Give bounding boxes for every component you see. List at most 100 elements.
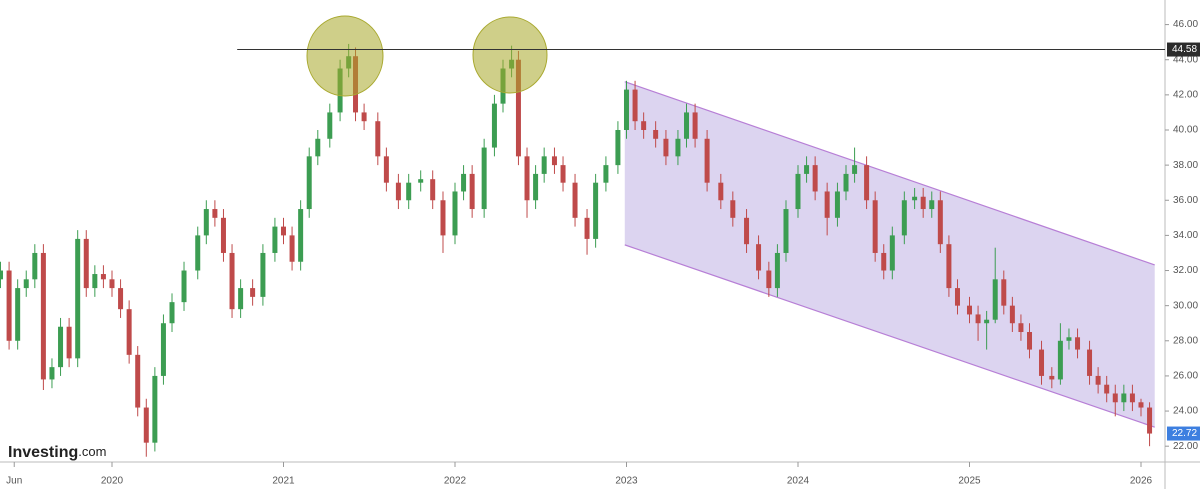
candle-body	[864, 165, 870, 201]
y-tick-label: 28.00	[1173, 335, 1198, 346]
candle-body	[169, 302, 175, 324]
candle-body	[572, 182, 578, 218]
candle-body	[418, 179, 424, 183]
candle-body	[143, 407, 149, 443]
highlight-ellipse	[306, 15, 384, 97]
candle-body	[1057, 340, 1063, 380]
candle-body	[533, 173, 539, 201]
candle-body	[954, 288, 960, 306]
candle-body	[58, 326, 64, 368]
candle-body	[1112, 393, 1118, 403]
candle-body	[229, 252, 235, 310]
candle-body	[203, 209, 209, 236]
candle-body	[1039, 349, 1045, 376]
x-tick-label: 2023	[615, 476, 638, 487]
candle-body	[515, 59, 521, 157]
candle-body	[92, 274, 98, 289]
y-tick-label: 30.00	[1173, 300, 1198, 311]
candle-body	[440, 200, 446, 236]
candle-body	[126, 309, 132, 355]
candle-body	[280, 226, 286, 236]
candle-body	[551, 156, 557, 166]
front-layer: 44.58 22.72	[237, 42, 1200, 441]
candle-body	[250, 288, 256, 297]
candle-body	[181, 270, 187, 303]
candle-body	[23, 279, 29, 289]
candle-body	[461, 173, 467, 192]
candle-body	[6, 270, 12, 341]
candle-body	[541, 156, 547, 174]
candle-body	[395, 182, 401, 201]
candle-body	[32, 252, 38, 280]
candle-body	[593, 182, 599, 239]
candle-body	[1129, 393, 1135, 403]
candle-body	[1066, 337, 1072, 341]
candle-body	[383, 156, 389, 183]
candle-body	[975, 314, 981, 324]
candle-body	[901, 200, 907, 236]
candle-body	[1138, 402, 1144, 408]
y-tick-label: 36.00	[1173, 195, 1198, 206]
logo-brand: Investing	[8, 444, 78, 461]
candle-body	[692, 112, 698, 139]
candle-body	[315, 138, 321, 157]
candle-body	[946, 244, 952, 289]
candle-body	[684, 112, 690, 139]
candle-body	[212, 209, 218, 218]
resistance-label: 44.58	[1172, 44, 1197, 55]
candle-body	[406, 182, 412, 201]
candle-body	[560, 165, 566, 183]
candle-body	[653, 129, 659, 139]
candle-body	[1009, 305, 1015, 324]
candle-body	[1104, 384, 1110, 394]
candle-body	[452, 191, 458, 236]
logo-suffix: .com	[78, 444, 106, 459]
y-tick-label: 38.00	[1173, 160, 1198, 171]
candle-body	[992, 279, 998, 320]
candle-body	[929, 200, 935, 210]
candle-body	[632, 89, 638, 122]
candle-body	[623, 89, 629, 130]
candle-body	[1121, 393, 1127, 403]
candle-body	[675, 138, 681, 157]
candle-body	[1075, 337, 1081, 350]
candle-body	[730, 200, 736, 218]
candle-body	[118, 288, 124, 310]
candle-body	[718, 182, 724, 201]
candle-body	[272, 226, 278, 253]
x-tick-label: 2024	[787, 476, 810, 487]
candle-body	[766, 270, 772, 289]
y-tick-label: 32.00	[1173, 265, 1198, 276]
candle-body	[1147, 407, 1153, 434]
resistance-label-box	[1167, 42, 1200, 57]
x-tick-label: 2025	[958, 476, 981, 487]
candle-body	[524, 156, 530, 201]
candle-body	[220, 217, 226, 253]
channel-lower	[624, 244, 1155, 428]
logo: Investing.com	[8, 444, 106, 461]
x-tick-label: 2020	[101, 476, 124, 487]
candle-body	[834, 191, 840, 218]
candle-body	[66, 326, 72, 359]
highlight-ellipse	[472, 16, 548, 94]
candle-body	[852, 165, 858, 174]
candle-body	[306, 156, 312, 210]
x-tick-label: 2021	[272, 476, 295, 487]
candle-body	[795, 173, 801, 210]
y-tick-label: 22.00	[1173, 441, 1198, 452]
y-tick-label: 44.00	[1173, 54, 1198, 65]
candle-body	[783, 209, 789, 253]
candle-body	[238, 288, 244, 310]
candle-body	[1027, 332, 1033, 350]
candle-body	[15, 288, 21, 341]
candle-body	[1049, 375, 1055, 380]
candle-body	[289, 235, 295, 262]
candle-body	[83, 238, 89, 289]
candle-body	[966, 305, 972, 315]
candle-body	[663, 138, 669, 157]
candle-body	[912, 196, 918, 201]
candle-body	[75, 238, 81, 359]
candle-body	[0, 270, 4, 280]
candle-body	[843, 173, 849, 192]
